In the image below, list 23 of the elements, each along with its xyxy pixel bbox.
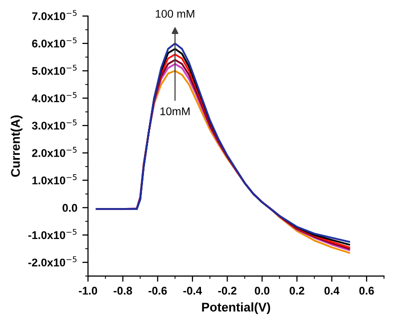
- x-tick-label: 0.0: [254, 286, 270, 295]
- y-tick-label: 6.0x10$^{−5}$: [32, 37, 77, 48]
- x-tick-label: -0.2: [218, 286, 236, 295]
- annotation: 10mM: [160, 107, 190, 116]
- y-tick-label: 4.0x10$^{−5}$: [32, 92, 77, 102]
- y-tick-label: 5.0x10$^{−5}$: [32, 64, 77, 75]
- y-tick-label: -2.0x10$^{−5}$: [28, 256, 76, 266]
- x-tick-label: -1.0: [78, 286, 98, 295]
- y-tick-label: -1.0x10$^{−5}$: [28, 229, 76, 240]
- x-tick-label: 0.4: [324, 286, 340, 295]
- y-tick-label: 2.0x10$^{−5}$: [32, 146, 77, 157]
- x-tick-label: -0.6: [148, 286, 167, 295]
- y-tick-label: 7.0x10$^{−5}$: [32, 10, 77, 20]
- x-tick-label: -0.4: [183, 286, 202, 295]
- x-tick-label: -0.8: [114, 286, 132, 295]
- y-tick-label: 1.0x10$^{−5}$: [32, 174, 77, 184]
- x-axis-title: Potential(V): [202, 302, 270, 314]
- y-tick-label: 0.0: [62, 204, 78, 212]
- annotation: 100 mM: [156, 10, 194, 18]
- x-tick-label: 0.2: [290, 286, 304, 295]
- y-axis-title: Current(A): [10, 115, 22, 177]
- y-tick-label: 3.0x10$^{−5}$: [32, 120, 77, 130]
- x-tick-label: 0.6: [359, 286, 374, 295]
